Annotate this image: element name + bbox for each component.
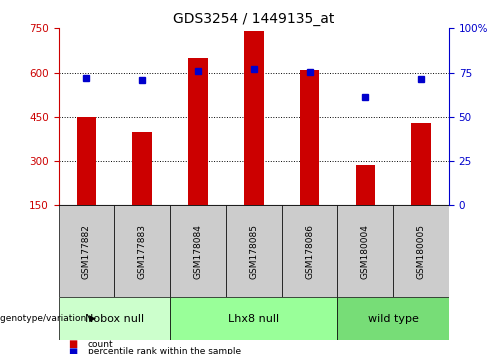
- Text: ■: ■: [68, 339, 78, 349]
- Text: GSM180004: GSM180004: [361, 224, 370, 279]
- Text: percentile rank within the sample: percentile rank within the sample: [88, 347, 241, 354]
- Bar: [393, 205, 449, 297]
- Bar: [188, 58, 208, 205]
- Bar: [226, 205, 282, 297]
- Bar: [170, 205, 226, 297]
- Bar: [356, 166, 375, 205]
- Text: GSM177883: GSM177883: [138, 224, 147, 279]
- Title: GDS3254 / 1449135_at: GDS3254 / 1449135_at: [173, 12, 334, 26]
- Text: count: count: [88, 340, 114, 349]
- Text: genotype/variation ▶: genotype/variation ▶: [0, 314, 96, 323]
- Text: GSM178086: GSM178086: [305, 224, 314, 279]
- Bar: [282, 205, 337, 297]
- Text: GSM178084: GSM178084: [193, 224, 203, 279]
- Text: ■: ■: [68, 347, 78, 354]
- Bar: [59, 205, 114, 297]
- Text: Nobox null: Nobox null: [85, 314, 144, 324]
- Bar: [411, 123, 431, 205]
- Text: GSM177882: GSM177882: [82, 224, 91, 279]
- Bar: [337, 297, 449, 340]
- Text: GSM178085: GSM178085: [249, 224, 258, 279]
- Text: GSM180005: GSM180005: [417, 224, 426, 279]
- Text: wild type: wild type: [368, 314, 419, 324]
- Bar: [337, 205, 393, 297]
- Bar: [170, 297, 337, 340]
- Text: Lhx8 null: Lhx8 null: [228, 314, 279, 324]
- Bar: [244, 31, 264, 205]
- Bar: [77, 117, 96, 205]
- Bar: [59, 297, 170, 340]
- Bar: [132, 132, 152, 205]
- Bar: [114, 205, 170, 297]
- Bar: [300, 70, 319, 205]
